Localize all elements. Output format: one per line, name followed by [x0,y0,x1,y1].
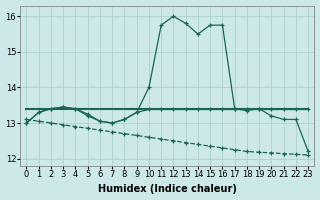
X-axis label: Humidex (Indice chaleur): Humidex (Indice chaleur) [98,184,237,194]
